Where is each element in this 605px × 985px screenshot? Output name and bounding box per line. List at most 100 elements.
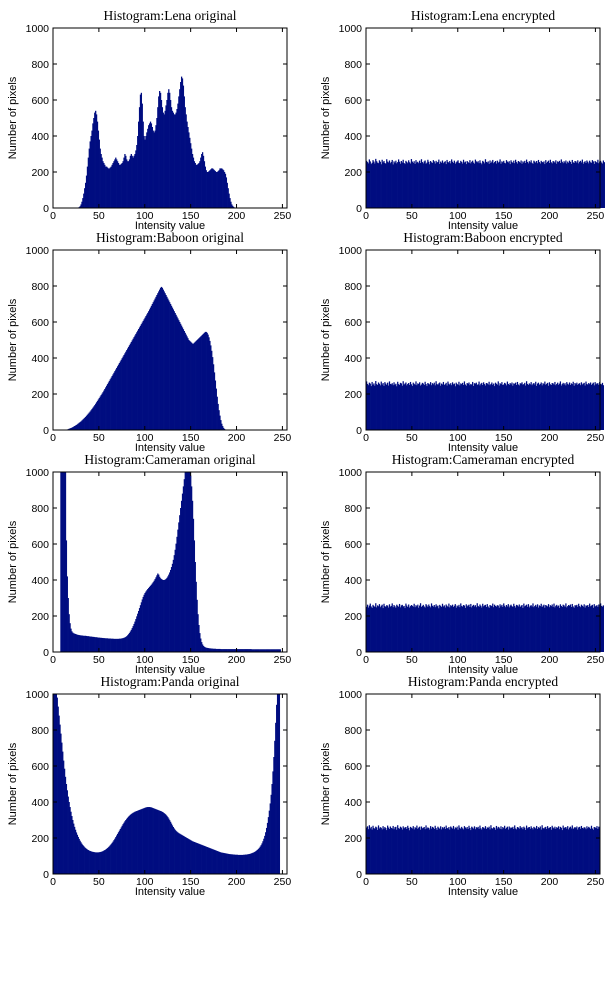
histogram-bar bbox=[419, 829, 422, 874]
histogram-bar bbox=[530, 382, 532, 430]
histogram-bar bbox=[154, 130, 156, 208]
histogram-bar bbox=[587, 828, 589, 874]
histogram-bar bbox=[173, 828, 175, 874]
histogram-bar bbox=[463, 162, 466, 208]
histogram-bar bbox=[169, 302, 171, 430]
histogram-bar bbox=[238, 854, 240, 874]
histogram-bar bbox=[144, 807, 146, 874]
histogram-bar bbox=[210, 169, 212, 208]
histogram-bar bbox=[371, 162, 373, 208]
y-axis-label: Number of pixels bbox=[7, 298, 19, 381]
histogram-bar bbox=[533, 160, 535, 208]
histogram-bar bbox=[563, 828, 565, 874]
histogram-bar bbox=[223, 852, 225, 874]
histogram-bar bbox=[98, 637, 100, 652]
histogram-bar bbox=[429, 164, 431, 208]
histogram-bar bbox=[502, 162, 504, 208]
histogram-bar bbox=[190, 143, 192, 208]
histogram-bar bbox=[217, 648, 219, 652]
histogram-bar bbox=[509, 605, 511, 652]
histogram-bar bbox=[422, 163, 424, 208]
histogram-bar bbox=[491, 161, 493, 208]
histogram-bar bbox=[514, 825, 516, 874]
histogram-bar bbox=[395, 826, 397, 874]
histogram-bar bbox=[450, 383, 452, 430]
x-tick-label: 200 bbox=[541, 876, 559, 888]
histogram-bar bbox=[178, 522, 180, 652]
histogram-bar bbox=[585, 381, 587, 430]
histogram-bar bbox=[226, 182, 228, 208]
histogram-bar bbox=[491, 382, 493, 430]
histogram-bar bbox=[69, 623, 71, 652]
histogram-bar bbox=[470, 603, 472, 652]
histogram-bar bbox=[514, 382, 517, 430]
histogram-bar bbox=[116, 835, 118, 874]
histogram-bar bbox=[398, 385, 401, 430]
histogram-bar bbox=[112, 638, 114, 652]
histogram-bar bbox=[451, 159, 453, 208]
histogram-bar bbox=[594, 827, 596, 874]
histogram-bar bbox=[366, 604, 369, 652]
histogram-bar bbox=[574, 605, 576, 652]
histogram-bar bbox=[409, 826, 412, 874]
histogram-bar bbox=[107, 847, 110, 874]
histogram-bar bbox=[493, 827, 495, 874]
histogram-bar bbox=[81, 635, 83, 652]
histogram-bar bbox=[68, 428, 70, 430]
histogram-bar bbox=[106, 638, 109, 652]
histogram-bar bbox=[165, 105, 167, 208]
histogram-bar bbox=[135, 619, 137, 652]
histogram-bar bbox=[130, 154, 132, 208]
histogram-bar bbox=[520, 383, 522, 430]
histogram-bar bbox=[429, 826, 432, 874]
y-tick-label: 1000 bbox=[26, 689, 50, 701]
histogram-bar bbox=[132, 338, 134, 430]
histogram-bar bbox=[277, 694, 280, 874]
histogram-bar bbox=[409, 606, 412, 652]
histogram-bar bbox=[103, 638, 105, 652]
histogram-bar bbox=[533, 607, 535, 652]
histogram-bar bbox=[561, 384, 563, 430]
histogram-bar bbox=[414, 827, 416, 874]
histogram-bar bbox=[367, 607, 370, 652]
histogram-bar bbox=[504, 383, 507, 430]
histogram-bar bbox=[555, 605, 557, 652]
x-tick-label: 250 bbox=[274, 432, 292, 444]
histogram-bar bbox=[549, 827, 551, 874]
histogram-bar bbox=[187, 838, 189, 874]
histogram-bar bbox=[128, 632, 131, 652]
histogram-bar bbox=[567, 606, 569, 652]
histogram-bar bbox=[378, 828, 381, 874]
histogram-bar bbox=[237, 854, 239, 874]
chart-panda-original: 0 50 100 150 200 25002004006008001000Histogra… bbox=[7, 674, 291, 898]
histogram-bar bbox=[159, 810, 161, 874]
histogram-bar bbox=[493, 604, 496, 652]
histogram-bar bbox=[389, 826, 392, 874]
plot-frame bbox=[52, 471, 288, 653]
histogram-bar bbox=[536, 604, 539, 652]
histogram-bar bbox=[525, 385, 527, 430]
histogram-bar bbox=[124, 154, 126, 208]
histogram-bar bbox=[466, 383, 468, 430]
histogram-bar bbox=[458, 825, 460, 874]
x-tick-label: 50 bbox=[406, 210, 418, 222]
histogram-bar bbox=[436, 606, 438, 652]
histogram-bar bbox=[565, 603, 567, 652]
histogram-bar bbox=[180, 76, 183, 208]
histogram-bar bbox=[406, 161, 408, 208]
y-tick-label: 800 bbox=[344, 503, 362, 515]
histogram-bar bbox=[468, 825, 470, 874]
histogram-bar bbox=[450, 163, 452, 208]
histogram-bar bbox=[223, 428, 226, 430]
histogram-bar bbox=[185, 334, 187, 430]
histogram-bar bbox=[189, 137, 191, 208]
x-tick-label: 100 bbox=[449, 654, 467, 666]
histogram-bar bbox=[395, 607, 397, 652]
histogram-bar bbox=[476, 162, 478, 208]
histogram-bar bbox=[429, 382, 432, 430]
histogram-bar bbox=[512, 163, 514, 208]
histogram-bar bbox=[519, 383, 521, 430]
x-tick-label: 150 bbox=[495, 654, 513, 666]
histogram-bar bbox=[64, 776, 67, 874]
histogram-bar bbox=[591, 160, 594, 208]
